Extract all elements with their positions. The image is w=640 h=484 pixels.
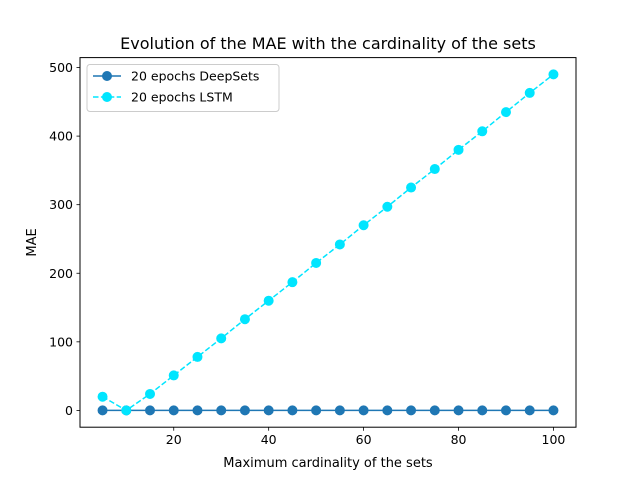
series-1-point [263, 405, 274, 416]
series-1-point [145, 405, 156, 416]
series-1-point [216, 405, 227, 416]
series-1-point [287, 405, 298, 416]
series-2-point [145, 388, 156, 399]
series-2-point [382, 201, 393, 212]
legend-box [86, 64, 280, 112]
y-tick-label: 100 [49, 334, 73, 349]
x-tick-label: 100 [542, 432, 566, 447]
series-2-point [548, 69, 559, 80]
series-2-point [477, 126, 488, 137]
series-2-point [524, 87, 535, 98]
y-tick-label: 0 [65, 403, 73, 418]
series-2-point [334, 239, 345, 250]
plot-frame [79, 57, 577, 428]
series-1-point [168, 405, 179, 416]
series-2-point [239, 314, 250, 325]
series-2-point [97, 391, 108, 402]
series-2-point [429, 164, 440, 175]
y-axis-label: MAE [25, 228, 40, 256]
series-2-point [216, 333, 227, 344]
series-1-point [334, 405, 345, 416]
series-1-point [239, 405, 250, 416]
legend-marker-2 [102, 92, 112, 102]
x-axis-label: Maximum cardinality of the sets [223, 456, 433, 471]
y-tick-label: 500 [49, 60, 73, 75]
series-1-point [548, 405, 559, 416]
x-tick-label: 40 [261, 432, 277, 447]
legend-label-1: 20 epochs DeepSets [131, 69, 259, 84]
series-2-point [192, 351, 203, 362]
series-1-point [382, 405, 393, 416]
series-2-point [358, 220, 369, 231]
legend-label-2: 20 epochs LSTM [131, 90, 233, 105]
series-2-point [500, 107, 511, 118]
chart-title: Evolution of the MAE with the cardinalit… [120, 34, 536, 53]
x-tick-label: 20 [166, 432, 182, 447]
series-2-point [121, 405, 132, 416]
series-1-point [406, 405, 417, 416]
y-tick-label: 200 [49, 266, 73, 281]
plot-area [97, 69, 559, 416]
series-2-point [406, 182, 417, 193]
series-1-point [477, 405, 488, 416]
x-axis-ticks: 20 40 60 80 100 [166, 427, 566, 447]
y-axis-ticks: 0 100 200 300 400 500 [49, 60, 80, 418]
series-1-point [97, 405, 108, 416]
series-1-point [524, 405, 535, 416]
y-tick-label: 300 [49, 197, 73, 212]
series-line-2 [102, 73, 554, 412]
series-1-point [500, 405, 511, 416]
x-tick-label: 80 [451, 432, 467, 447]
series-1-point [453, 405, 464, 416]
series-2-point [287, 277, 298, 288]
legend: 20 epochs DeepSets 20 epochs LSTM [86, 64, 280, 112]
x-tick-label: 60 [356, 432, 372, 447]
series-2-point [263, 295, 274, 306]
series-1-point [192, 405, 203, 416]
series-2-point [168, 370, 179, 381]
y-tick-label: 400 [49, 129, 73, 144]
series-1-point [358, 405, 369, 416]
series-1-point [311, 405, 322, 416]
series-2-point [311, 257, 322, 268]
series-2-point [453, 144, 464, 155]
legend-marker-1 [102, 71, 112, 81]
series-1-point [429, 405, 440, 416]
